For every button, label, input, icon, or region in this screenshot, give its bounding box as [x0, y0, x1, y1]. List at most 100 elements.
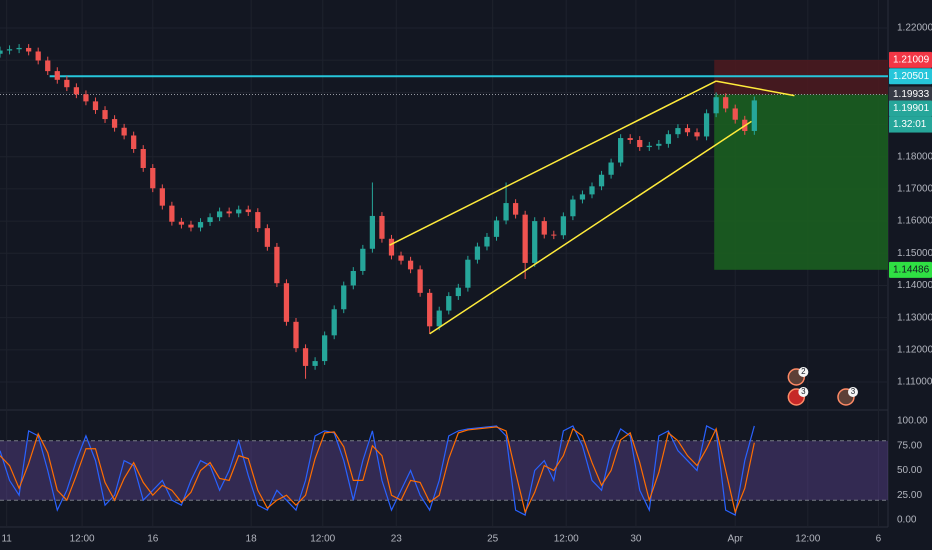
candle-body — [102, 110, 108, 120]
price-tag — [889, 100, 932, 117]
candle-body — [274, 246, 280, 284]
event-badge — [798, 387, 809, 397]
candle-body — [427, 292, 433, 327]
candle-body — [35, 51, 41, 61]
x-tick-label: 12:00 — [310, 534, 335, 545]
stoch-tick-label: 100.00 — [897, 416, 928, 427]
candle-body — [503, 203, 509, 221]
candle-body — [131, 135, 137, 150]
candle-body — [579, 194, 586, 200]
candle-body — [560, 216, 566, 236]
candle-body — [188, 224, 194, 228]
candle-body — [216, 211, 223, 218]
candle-body — [159, 188, 165, 206]
price-tag-label: 1.19901 — [893, 103, 930, 114]
candle-body — [16, 47, 22, 50]
candle-body — [608, 162, 614, 175]
candle-body — [73, 87, 80, 95]
candle-body — [646, 145, 652, 148]
candle-body — [656, 143, 662, 146]
candle-body — [398, 255, 404, 261]
stoch-tick-label: 25.00 — [897, 490, 922, 501]
candle-body — [446, 296, 452, 311]
candle-body — [541, 221, 547, 235]
y-tick-label: 1.12000 — [897, 344, 932, 355]
x-tick-label: 23 — [391, 534, 403, 545]
stoch-band — [0, 440, 888, 501]
event-count: 3 — [851, 387, 856, 396]
candle-body — [255, 212, 261, 229]
candle-body — [551, 234, 557, 236]
stoch-tick-label: 50.00 — [897, 465, 922, 476]
candle-body — [226, 211, 232, 214]
candle-body — [589, 186, 595, 195]
price-tag — [889, 86, 932, 103]
price-tag — [889, 51, 932, 68]
trendline — [389, 80, 717, 246]
x-tick-label: 11 — [1, 534, 12, 545]
y-tick-label: 1.13000 — [897, 312, 932, 323]
candle-body — [407, 260, 414, 270]
candle-body — [283, 283, 290, 322]
candle-body — [493, 220, 500, 237]
candle-body — [245, 209, 251, 213]
x-tick-label: 12:00 — [795, 534, 820, 545]
candle-body — [350, 270, 356, 286]
candle-body — [417, 269, 423, 293]
candle-body — [360, 248, 366, 271]
candle-body — [54, 71, 60, 80]
candle-body — [83, 94, 89, 102]
y-tick-label: 1.18000 — [897, 151, 932, 162]
countdown-tag — [889, 116, 932, 133]
candle-body — [570, 199, 576, 217]
price-tag-label: 1.19933 — [893, 89, 930, 100]
candle-body — [474, 246, 481, 260]
position-profit-zone — [714, 94, 888, 270]
stoch-tick-label: 75.00 — [897, 440, 922, 451]
price-tag-label: 1.20501 — [893, 71, 930, 82]
candle-body — [293, 321, 299, 349]
stoch-line — [0, 426, 755, 515]
candle-body — [26, 47, 32, 52]
candle-body — [532, 221, 538, 263]
price-tag-label: 1.21009 — [893, 55, 930, 66]
event-badge — [798, 367, 809, 377]
candle-body — [331, 309, 337, 336]
candle-body — [302, 348, 309, 366]
candle-body — [207, 217, 213, 223]
candle-body — [379, 215, 385, 239]
candle-body — [150, 167, 156, 189]
candle-body — [322, 335, 328, 362]
x-tick-label: 12:00 — [70, 534, 95, 545]
y-tick-label: 1.15000 — [897, 248, 932, 259]
candle-body — [0, 50, 3, 54]
candle-body — [732, 108, 738, 120]
candle-body — [723, 97, 729, 109]
y-tick-label: 1.22000 — [897, 23, 932, 34]
candle-body — [675, 128, 681, 135]
event-count: 2 — [801, 367, 806, 376]
candle-body — [341, 285, 347, 310]
candle-body — [45, 60, 51, 72]
candle-body — [465, 259, 471, 288]
stoch-tick-label: 0.00 — [897, 515, 917, 526]
candle-body — [369, 215, 376, 249]
candle-body — [169, 205, 175, 222]
candle-body — [694, 132, 700, 137]
candle-body — [236, 209, 242, 214]
candle-body — [751, 100, 757, 131]
countdown-label: 1.32:01 — [893, 119, 927, 130]
candle-body — [637, 139, 643, 148]
candle-body — [6, 49, 13, 51]
candle-body — [512, 203, 519, 215]
candle-body — [197, 222, 204, 228]
candle-body — [140, 149, 146, 168]
candle-body — [388, 238, 395, 256]
candle-body — [684, 128, 691, 133]
trendline — [715, 80, 795, 97]
x-tick-label: 6 — [876, 534, 882, 545]
x-tick-label: 16 — [147, 534, 159, 545]
candle-body — [598, 174, 605, 187]
candle-body — [618, 138, 624, 163]
